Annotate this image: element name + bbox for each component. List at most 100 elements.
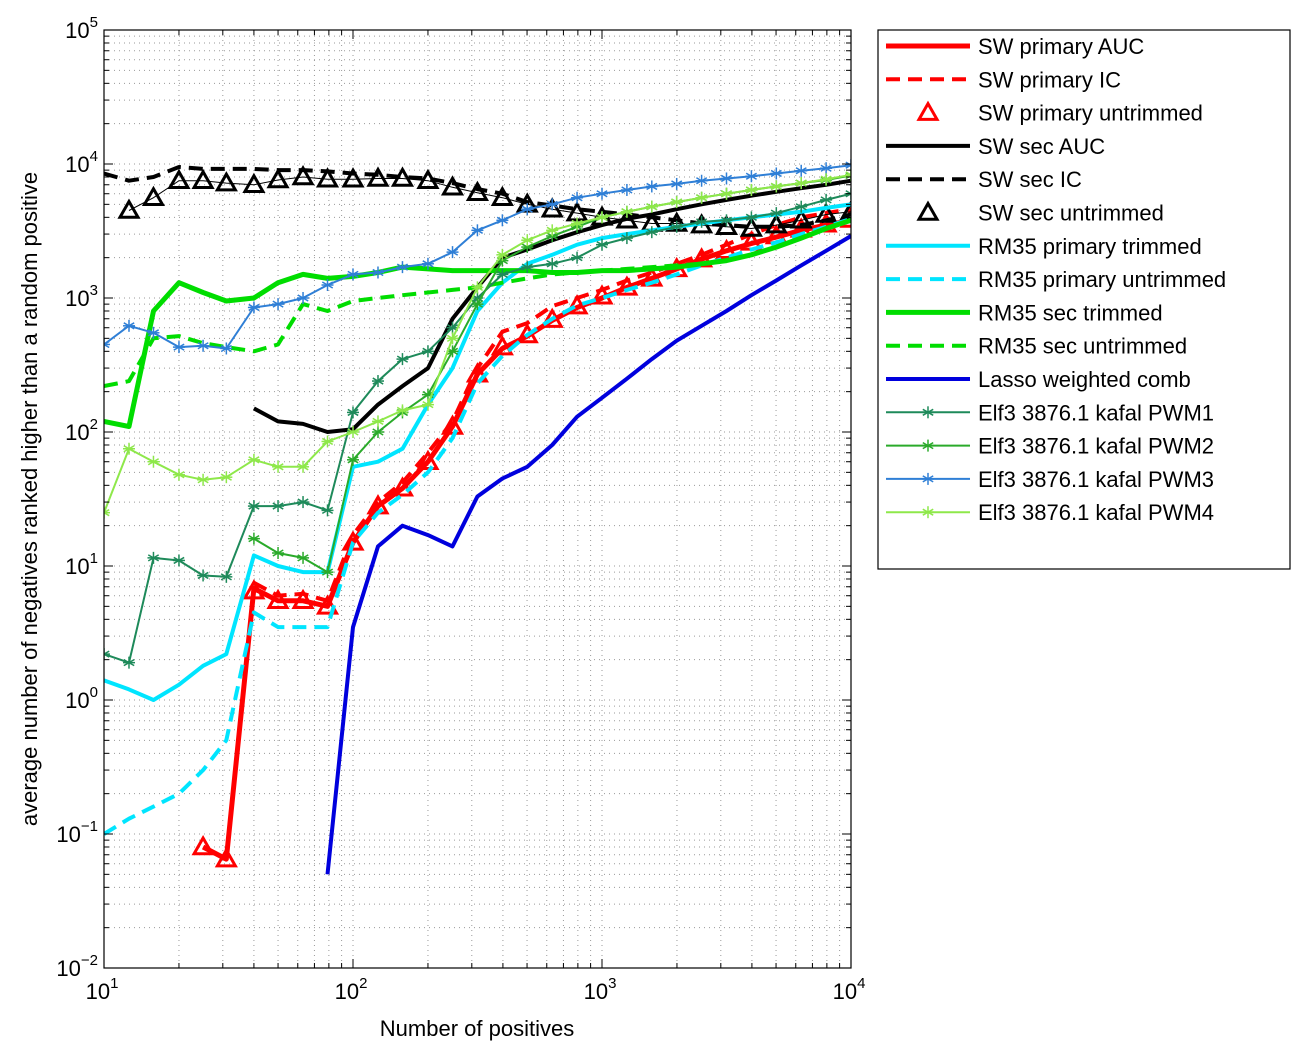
data-point — [565, 294, 589, 315]
legend: SW primary AUC SW primary IC SW primary un… — [877, 29, 1291, 570]
data-point — [396, 404, 409, 417]
series-15 — [104, 168, 851, 519]
data-point — [421, 345, 434, 358]
data-point — [172, 554, 185, 567]
data-point — [220, 471, 233, 484]
series-line — [325, 234, 851, 875]
legend-label: RM35 sec trimmed — [978, 300, 1163, 325]
series-line — [104, 165, 851, 229]
data-point — [770, 167, 783, 180]
data-point — [297, 292, 310, 304]
data-point — [220, 342, 233, 355]
data-point — [546, 224, 559, 237]
data-point — [620, 232, 633, 245]
data-point — [795, 177, 808, 190]
data-point — [820, 173, 833, 186]
data-point — [596, 211, 608, 224]
data-point — [197, 473, 210, 486]
legend-entry: Elf3 3876.1 kafal PWM2 — [886, 434, 1214, 459]
data-point — [490, 185, 514, 206]
data-point — [615, 275, 639, 296]
y-tick-label: 10−1 — [56, 818, 98, 847]
data-point — [471, 224, 484, 237]
series-14 — [104, 159, 851, 355]
x-tick-label: 104 — [833, 975, 866, 1004]
legend-label: SW sec AUC — [978, 134, 1105, 159]
data-point — [247, 532, 260, 545]
axis-ticks — [103, 29, 852, 969]
data-point — [266, 167, 290, 189]
data-point — [446, 332, 459, 345]
legend-entry: SW sec AUC — [886, 134, 1105, 159]
legend-label: RM35 primary trimmed — [978, 234, 1202, 259]
x-tick-labels: 101 102 103 104 — [86, 975, 866, 1004]
legend-entry: SW primary IC — [886, 67, 1121, 92]
data-point — [371, 266, 384, 279]
y-tick-label: 105 — [65, 14, 98, 43]
data-point — [321, 435, 334, 448]
legend-label: RM35 sec untrimmed — [978, 334, 1187, 359]
data-point — [720, 214, 733, 227]
series-line — [104, 216, 851, 836]
data-point — [670, 220, 683, 233]
x-tick-label: 102 — [335, 975, 368, 1004]
data-point — [745, 211, 758, 224]
data-point — [770, 207, 783, 220]
legend-entry: SW sec untrimmed — [916, 200, 1164, 226]
legend-entry: SW primary AUC — [886, 34, 1144, 59]
series-8 — [104, 216, 851, 836]
data-point — [695, 215, 708, 228]
data-point — [214, 171, 238, 192]
data-point — [291, 164, 315, 186]
data-point — [596, 238, 608, 251]
data-point — [371, 426, 384, 438]
data-point — [266, 588, 290, 610]
legend-marker — [916, 100, 940, 121]
data-point — [371, 375, 384, 388]
data-point — [670, 196, 683, 209]
legend-entry: SW primary untrimmed — [916, 100, 1203, 126]
data-point — [745, 170, 758, 183]
legend-label: RM35 primary untrimmed — [978, 267, 1226, 292]
series-9 — [104, 217, 851, 429]
data-point — [117, 198, 141, 219]
data-point — [272, 500, 285, 513]
data-point — [540, 197, 564, 218]
data-point — [745, 183, 758, 196]
x-axis-label: Number of positives — [380, 1016, 574, 1041]
legend-entry: RM35 primary untrimmed — [886, 267, 1226, 292]
legend-marker — [922, 472, 934, 485]
data-point — [396, 261, 409, 274]
data-point — [720, 187, 733, 200]
data-point — [167, 168, 191, 189]
legend-label: SW sec IC — [978, 167, 1082, 192]
legend-entry: Lasso weighted comb — [886, 367, 1191, 392]
data-point — [197, 569, 210, 582]
legend-label: SW primary IC — [978, 67, 1121, 92]
data-point — [197, 339, 210, 352]
data-point — [390, 476, 415, 497]
legend-entry: Elf3 3876.1 kafal PWM1 — [886, 400, 1214, 425]
data-point — [321, 566, 334, 579]
data-point — [272, 460, 285, 473]
data-point — [820, 162, 833, 175]
data-point — [714, 214, 739, 236]
x-tick-label: 103 — [584, 975, 617, 1004]
data-point — [496, 248, 509, 261]
data-point — [122, 656, 135, 669]
legend-entry: Elf3 3876.1 kafal PWM4 — [886, 500, 1214, 525]
data-point — [341, 167, 365, 188]
data-point — [739, 216, 763, 237]
y-tick-label: 103 — [65, 282, 98, 311]
data-point — [147, 551, 160, 564]
data-point — [546, 257, 559, 270]
data-point — [297, 460, 310, 473]
data-point — [471, 298, 484, 311]
y-tick-label: 104 — [65, 148, 98, 177]
data-point — [147, 455, 160, 468]
y-tick-label: 101 — [65, 550, 98, 579]
y-tick-labels: 10−2 10−1 100 101 102 103 104 105 — [56, 14, 98, 981]
data-point — [440, 175, 465, 196]
data-point — [695, 174, 708, 187]
data-point — [521, 234, 534, 247]
